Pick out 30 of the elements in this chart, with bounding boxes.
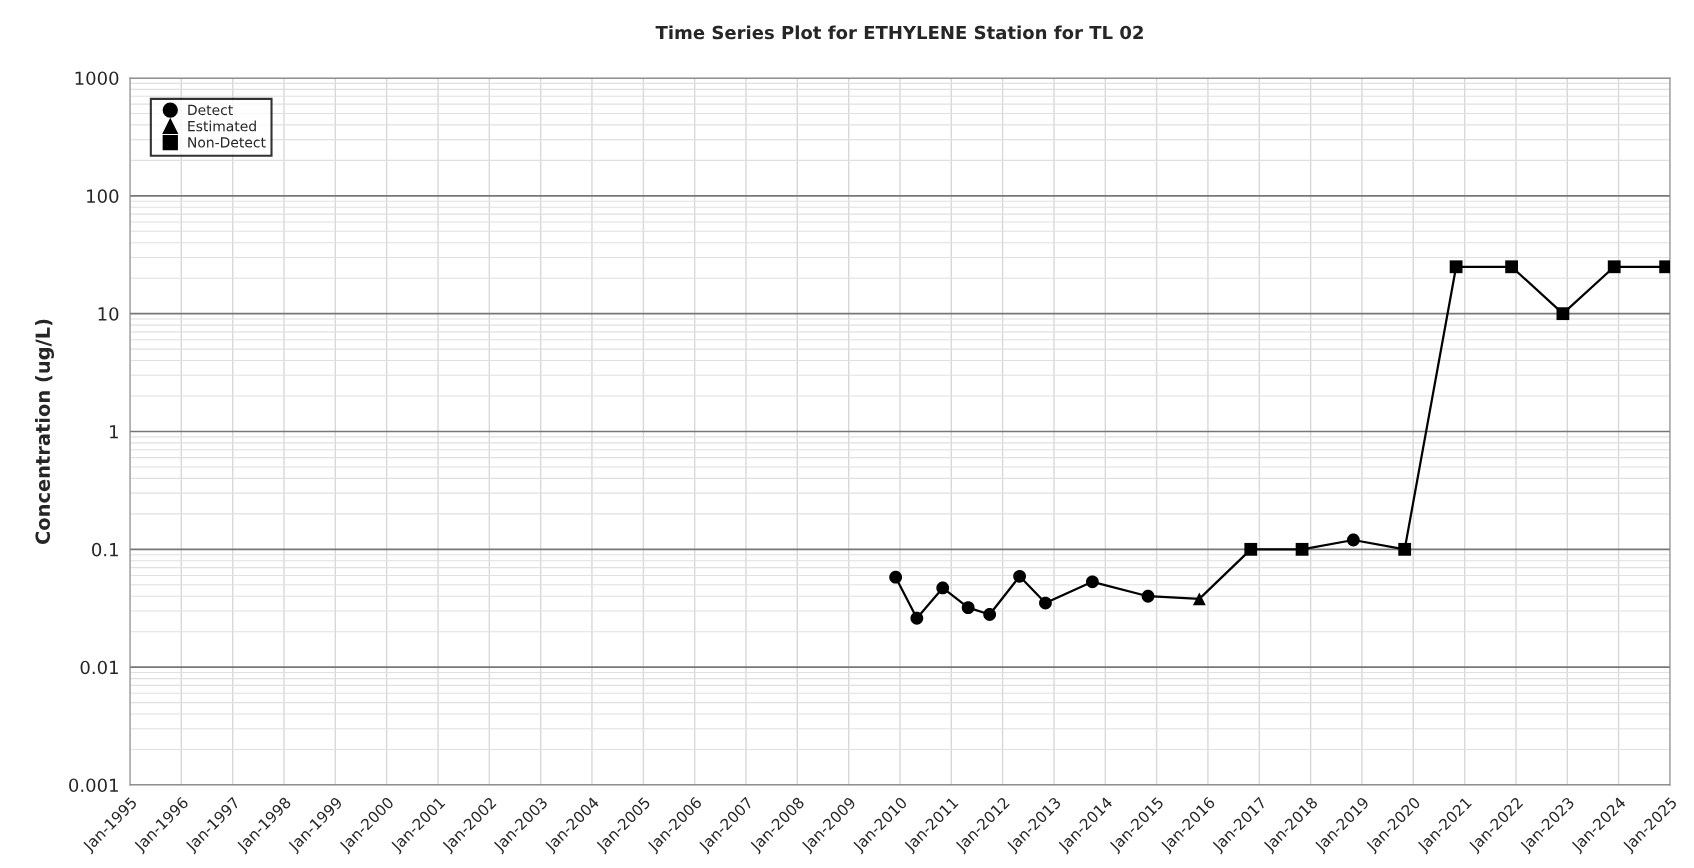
- point: [1013, 569, 1026, 583]
- point: [961, 601, 975, 615]
- point: [1346, 533, 1360, 547]
- y-tick-label: 10: [98, 307, 119, 321]
- point: [1449, 260, 1463, 274]
- point: [1398, 542, 1412, 556]
- point: [1505, 260, 1519, 274]
- point: [1244, 542, 1258, 556]
- y-tick-label: 1000: [75, 71, 119, 86]
- y-tick-label: 0.001: [69, 778, 118, 793]
- point: [1039, 596, 1052, 610]
- point: [1085, 575, 1099, 589]
- legend-label: Detect: [188, 104, 233, 116]
- y-tick-label: 0.1: [92, 542, 118, 557]
- legend-label: Non-Detect: [188, 137, 266, 148]
- y-tick-label: 0.01: [80, 660, 118, 675]
- point: [889, 570, 903, 584]
- point: [936, 581, 950, 595]
- y-axis-title: Concentration (ug/L): [35, 319, 54, 545]
- point: [1556, 307, 1570, 321]
- point: [1607, 260, 1621, 274]
- y-tick-label: 1: [110, 425, 118, 439]
- point: [910, 611, 924, 625]
- legend-label: Estimated: [188, 120, 256, 132]
- y-tick-label: 100: [87, 189, 119, 203]
- point: [1295, 542, 1309, 556]
- chart-title: Time Series Plot for ETHYLENE Station for TL 02: [655, 25, 1143, 40]
- point: [983, 608, 997, 621]
- point: [1192, 592, 1206, 606]
- point: [1141, 589, 1155, 603]
